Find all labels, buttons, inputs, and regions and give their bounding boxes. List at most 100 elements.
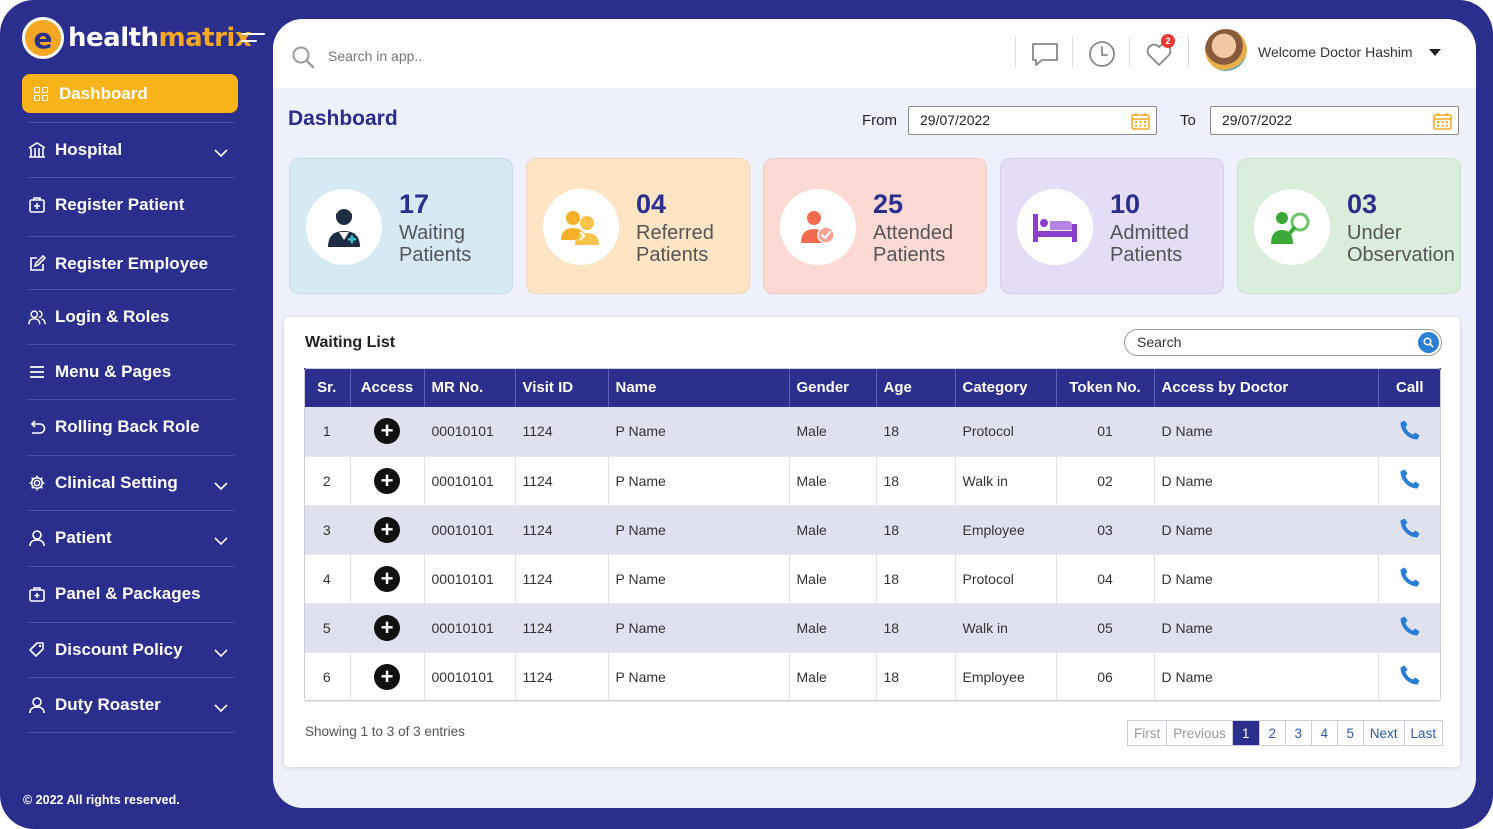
column-header[interactable]: Sr. — [304, 368, 351, 407]
phone-icon[interactable] — [1398, 616, 1422, 641]
cell-visit-id: 1124 — [515, 456, 609, 506]
calendar-icon[interactable] — [1433, 112, 1452, 130]
stat-label-line: Patients — [873, 244, 946, 266]
stat-card-waiting[interactable]: 17 Waiting Patients — [289, 158, 513, 294]
avatar[interactable] — [1205, 29, 1247, 71]
stat-label: Attended Patients — [873, 222, 993, 266]
sidebar-item-duty-roaster[interactable]: Duty Roaster — [28, 677, 234, 732]
add-access-button[interactable]: + — [374, 663, 400, 690]
calendar-icon[interactable] — [1131, 112, 1150, 130]
pager-page-button[interactable]: 1 — [1232, 721, 1260, 745]
column-header[interactable]: Call — [1378, 368, 1441, 407]
chevron-down-icon[interactable] — [214, 698, 228, 713]
table-search-input[interactable]: Search — [1124, 329, 1442, 356]
column-header[interactable]: Access by Doctor — [1154, 368, 1379, 407]
stat-card-referred[interactable]: 04 Referred Patients — [526, 158, 750, 294]
phone-icon[interactable] — [1398, 665, 1422, 690]
phone-icon[interactable] — [1398, 567, 1422, 592]
stat-card-admitted[interactable]: 10 Admitted Patients — [1000, 158, 1224, 294]
stat-count: 03 — [1347, 189, 1378, 219]
column-header[interactable]: Category — [955, 368, 1057, 407]
cell-category: Protocol — [955, 407, 1057, 457]
sidebar-item-register-employee[interactable]: Register Employee — [28, 236, 234, 291]
table-row[interactable]: 2 +00010101 1124 P Name Male 18 Walk in 02 D Nam… — [304, 456, 1441, 506]
pagination: First Previous 1 2 3 4 5 Next Last — [1127, 720, 1444, 746]
pager-last-button[interactable]: Last — [1410, 725, 1437, 741]
cell-gender: Male — [789, 603, 877, 653]
chevron-down-icon[interactable] — [214, 143, 228, 158]
welcome-text[interactable]: Welcome Doctor Hashim — [1258, 44, 1413, 60]
chevron-down-icon[interactable] — [214, 476, 228, 491]
add-access-button[interactable]: + — [374, 418, 400, 445]
column-header[interactable]: Name — [608, 368, 790, 407]
sidebar-item-panel-packages[interactable]: Panel & Packages — [28, 566, 234, 621]
stat-label: Referred Patients — [636, 222, 756, 266]
sidebar-item-clinical-setting[interactable]: Clinical Setting — [28, 455, 234, 510]
pager-next-button[interactable]: Next — [1364, 721, 1405, 745]
column-header[interactable]: Access — [350, 368, 425, 407]
sidebar-item-menu-pages[interactable]: Menu & Pages — [28, 344, 234, 399]
stat-card-attended[interactable]: 25 Attended Patients — [763, 158, 987, 294]
stat-card-observation[interactable]: 03 Under Observation — [1237, 158, 1461, 294]
sidebar-item-label: Panel & Packages — [55, 584, 201, 603]
pager-page-button[interactable]: 4 — [1312, 721, 1338, 745]
logo[interactable]: e healthmatrix — [22, 16, 252, 60]
stat-label-line: Referred — [636, 222, 714, 244]
chevron-down-icon[interactable] — [214, 643, 228, 658]
cell-token: 05 — [1056, 603, 1155, 653]
table-row[interactable]: 1 +00010101 1124 P Name Male 18 Protocol 01 D Na… — [304, 407, 1441, 457]
cell-sr: 3 — [304, 505, 351, 555]
sidebar-item-rolling-back-role[interactable]: Rolling Back Role — [28, 399, 234, 454]
tag-icon — [28, 641, 46, 659]
column-header[interactable]: MR No. — [424, 368, 516, 407]
phone-icon[interactable] — [1398, 469, 1422, 494]
clock-icon[interactable] — [1087, 39, 1117, 69]
column-header[interactable]: Gender — [789, 368, 877, 407]
cell-age: 18 — [876, 554, 956, 604]
search-icon[interactable] — [1418, 332, 1439, 353]
divider — [1072, 37, 1073, 67]
column-header[interactable]: Token No. — [1056, 368, 1155, 407]
hamburger-menu-icon[interactable] — [241, 33, 265, 47]
stat-label-line: Observation — [1347, 244, 1455, 266]
table-row[interactable]: 5 +00010101 1124 P Name Male 18 Walk in 05 D Nam… — [304, 603, 1441, 653]
search-icon[interactable] — [291, 45, 315, 69]
sidebar-item-register-patient[interactable]: Register Patient — [28, 177, 234, 232]
table-row[interactable]: 3 +00010101 1124 P Name Male 18 Employee 03 D Na… — [304, 505, 1441, 555]
add-access-button[interactable]: + — [374, 614, 400, 641]
chat-icon[interactable] — [1030, 39, 1060, 69]
sidebar-item-dashboard[interactable]: Dashboard — [22, 74, 238, 113]
divider — [1188, 37, 1189, 67]
table-row[interactable]: 6 +00010101 1124 P Name Male 18 Employee 06 D Na… — [304, 652, 1441, 702]
sidebar-item-label: Register Employee — [55, 254, 209, 273]
heart-icon[interactable] — [1144, 39, 1174, 69]
cell-age: 18 — [876, 652, 956, 702]
chevron-down-icon[interactable] — [1429, 49, 1441, 56]
cell-mr-no: 00010101 — [424, 505, 516, 555]
sidebar-item-hospital[interactable]: Hospital — [28, 122, 234, 177]
add-access-button[interactable]: + — [374, 467, 400, 494]
add-access-button[interactable]: + — [374, 516, 400, 543]
column-header[interactable]: Visit ID — [515, 368, 609, 407]
chevron-down-icon[interactable] — [214, 531, 228, 546]
cell-gender: Male — [789, 554, 877, 604]
pager-page-button[interactable]: 2 — [1260, 721, 1286, 745]
cell-doctor: D Name — [1154, 456, 1379, 506]
pager-previous-button[interactable]: Previous — [1167, 721, 1233, 745]
search-input[interactable] — [328, 45, 628, 67]
to-date-field[interactable]: 29/07/2022 — [1210, 106, 1459, 135]
pager-page-button[interactable]: 5 — [1338, 721, 1364, 745]
phone-icon[interactable] — [1398, 518, 1422, 543]
pager-page-button[interactable]: 3 — [1286, 721, 1312, 745]
from-date-field[interactable]: 29/07/2022 — [908, 106, 1157, 135]
sidebar-item-patient[interactable]: Patient — [28, 510, 234, 565]
add-access-button[interactable]: + — [374, 565, 400, 592]
sidebar-item-discount-policy[interactable]: Discount Policy — [28, 622, 234, 677]
phone-icon[interactable] — [1398, 420, 1422, 445]
sidebar-item-login-roles[interactable]: Login & Roles — [28, 289, 234, 344]
pager-first-button[interactable]: First — [1128, 721, 1168, 745]
icon-circle — [543, 189, 619, 265]
stat-label-line: Admitted — [1110, 222, 1189, 244]
table-row[interactable]: 4 +00010101 1124 P Name Male 18 Protocol 04 D Na… — [304, 554, 1441, 604]
column-header[interactable]: Age — [876, 368, 956, 407]
